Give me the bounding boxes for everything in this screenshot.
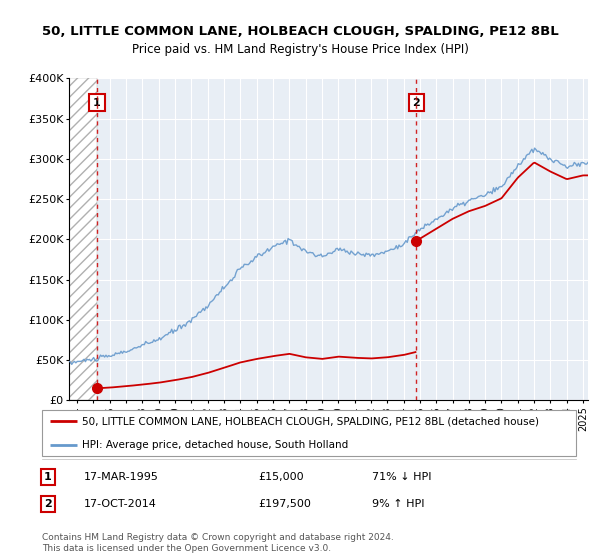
Text: HPI: Average price, detached house, South Holland: HPI: Average price, detached house, Sout… [82,440,348,450]
FancyBboxPatch shape [42,410,576,456]
Bar [69,78,97,400]
Text: 17-OCT-2014: 17-OCT-2014 [84,499,157,509]
Text: £197,500: £197,500 [258,499,311,509]
Text: 9% ↑ HPI: 9% ↑ HPI [372,499,425,509]
Text: 2: 2 [44,499,52,509]
Bar [69,78,97,400]
Text: 50, LITTLE COMMON LANE, HOLBEACH CLOUGH, SPALDING, PE12 8BL (detached house): 50, LITTLE COMMON LANE, HOLBEACH CLOUGH,… [82,416,539,426]
Text: 71% ↓ HPI: 71% ↓ HPI [372,472,431,482]
Text: 2: 2 [413,97,421,108]
Text: 50, LITTLE COMMON LANE, HOLBEACH CLOUGH, SPALDING, PE12 8BL: 50, LITTLE COMMON LANE, HOLBEACH CLOUGH,… [41,25,559,38]
Text: £15,000: £15,000 [258,472,304,482]
Text: Contains HM Land Registry data © Crown copyright and database right 2024.
This d: Contains HM Land Registry data © Crown c… [42,533,394,553]
Text: 1: 1 [93,97,101,108]
Text: Price paid vs. HM Land Registry's House Price Index (HPI): Price paid vs. HM Land Registry's House … [131,43,469,56]
Text: 1: 1 [44,472,52,482]
Text: 17-MAR-1995: 17-MAR-1995 [84,472,159,482]
